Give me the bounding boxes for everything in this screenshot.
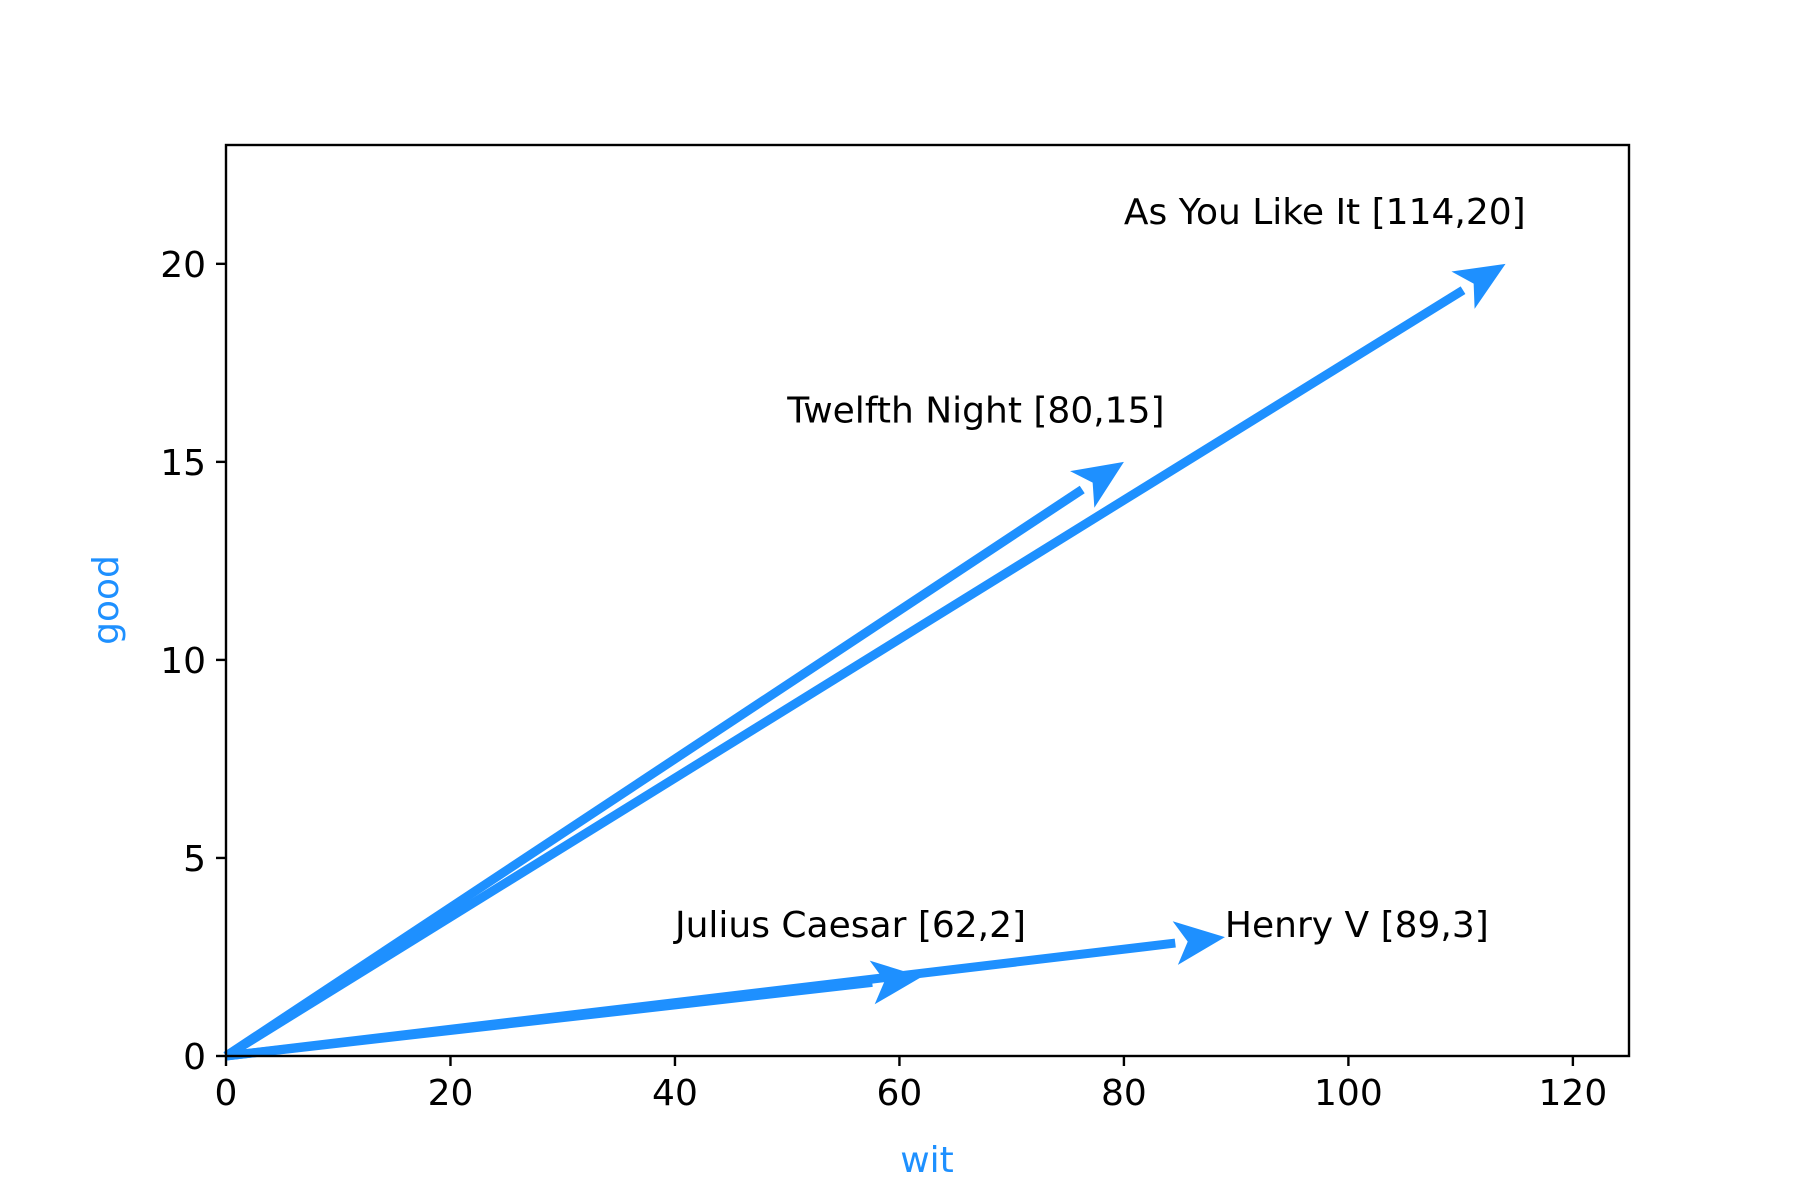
vector-label-twelfth-night: Twelfth Night [80,15] (786, 390, 1164, 431)
x-tick-label: 0 (215, 1073, 238, 1114)
x-tick: 0 (215, 1056, 238, 1114)
vector-label-henry-v: Henry V [89,3] (1225, 905, 1489, 946)
vector-arrowhead (1451, 263, 1506, 309)
x-tick-label: 80 (1101, 1073, 1147, 1114)
x-axis-ticks: 0 20 40 60 80 100 120 (215, 1056, 1608, 1114)
vector-arrowhead (1172, 921, 1225, 965)
y-tick: 0 (183, 1037, 226, 1078)
x-tick-label: 40 (652, 1073, 698, 1114)
plot-frame (224, 143, 1631, 1058)
vector-label-julius-caesar: Julius Caesar [62,2] (673, 905, 1026, 946)
vector-shaft (223, 286, 1466, 1060)
vector-arrowhead (1070, 461, 1124, 508)
y-tick-label: 5 (183, 839, 206, 880)
vector-labels: As You Like It [114,20] Twelfth Night [80… (673, 192, 1526, 946)
y-tick: 20 (160, 245, 226, 286)
x-tick: 100 (1314, 1056, 1383, 1114)
y-tick-label: 15 (160, 443, 206, 484)
y-axis-label: good (86, 555, 127, 645)
vector-label-as-you-like-it: As You Like It [114,20] (1124, 192, 1526, 233)
y-tick-label: 20 (160, 245, 206, 286)
x-tick: 80 (1101, 1056, 1147, 1114)
vector-as-you-like-it (223, 263, 1506, 1060)
vector-shaft (223, 485, 1085, 1060)
x-tick-label: 120 (1539, 1073, 1608, 1114)
vector-henry-v (225, 921, 1225, 1061)
vector-arrowhead (869, 960, 922, 1005)
vector-shaft (225, 938, 1176, 1061)
y-tick: 5 (183, 839, 226, 880)
y-tick: 10 (160, 641, 226, 682)
x-tick: 60 (877, 1056, 923, 1114)
x-axis-label: wit (900, 1140, 954, 1181)
y-tick-label: 10 (160, 641, 206, 682)
x-tick-label: 60 (877, 1073, 923, 1114)
y-tick-label: 0 (183, 1037, 206, 1078)
vector-twelfth-night (223, 461, 1124, 1060)
vectors-layer (223, 263, 1506, 1061)
y-axis-ticks: 0 5 10 15 20 (160, 245, 226, 1078)
y-tick: 15 (160, 443, 226, 484)
x-tick-label: 20 (428, 1073, 474, 1114)
x-tick: 40 (652, 1056, 698, 1114)
x-tick-label: 100 (1314, 1073, 1383, 1114)
x-tick: 120 (1539, 1056, 1608, 1114)
x-tick: 20 (428, 1056, 474, 1114)
